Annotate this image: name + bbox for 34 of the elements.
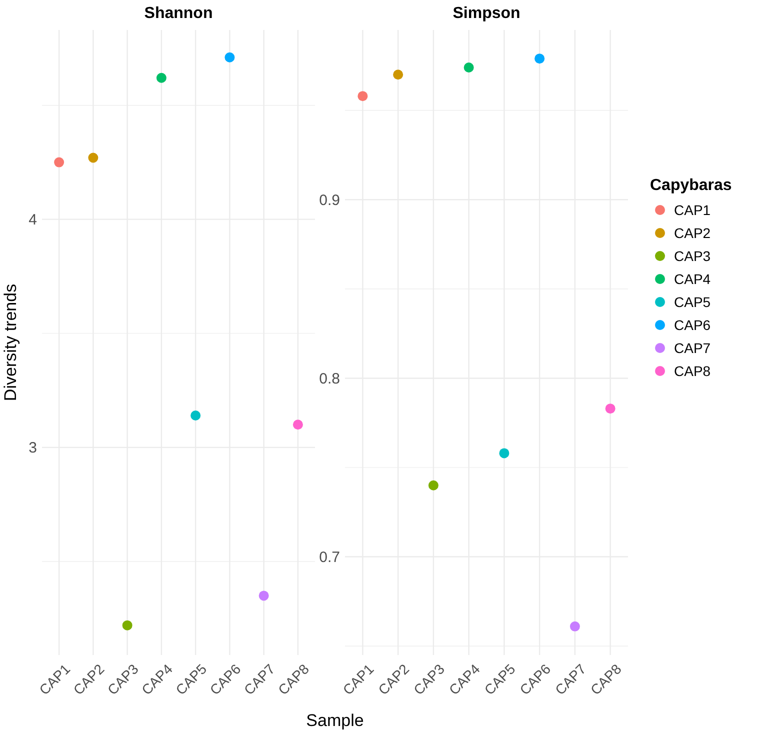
point [499, 448, 510, 458]
y-tick-label: 0.7 [319, 549, 340, 566]
legend-label: CAP1 [674, 202, 711, 218]
point [54, 157, 64, 168]
y-tick-label: 4 [28, 212, 37, 229]
point [156, 72, 166, 83]
point [605, 404, 616, 414]
point [224, 52, 235, 62]
legend-label: CAP6 [674, 316, 711, 333]
legend-label: CAP3 [674, 248, 711, 264]
point [570, 621, 580, 632]
legend-label: CAP4 [674, 270, 711, 287]
legend-label: CAP7 [674, 340, 711, 356]
point [88, 152, 98, 163]
x-axis-title: Sample [306, 711, 364, 730]
point [258, 590, 269, 601]
chart-title: Simpson [452, 5, 520, 22]
point [190, 410, 201, 420]
legend-title: Capybaras [650, 177, 732, 194]
y-tick-label: 0.9 [319, 192, 340, 209]
legend-label: CAP8 [674, 362, 711, 379]
point [393, 70, 404, 80]
chart-title: Shannon [144, 5, 213, 22]
point [292, 420, 303, 430]
legend-label: CAP5 [674, 294, 711, 310]
point [428, 480, 438, 490]
point [534, 54, 545, 64]
y-tick-label: 0.8 [319, 370, 340, 388]
legend-label: CAP2 [674, 224, 711, 241]
point [464, 62, 474, 72]
point [122, 620, 132, 630]
y-tick-label: 3 [28, 440, 37, 457]
point [358, 91, 368, 102]
y-axis-title: Diversity trends [1, 284, 20, 402]
